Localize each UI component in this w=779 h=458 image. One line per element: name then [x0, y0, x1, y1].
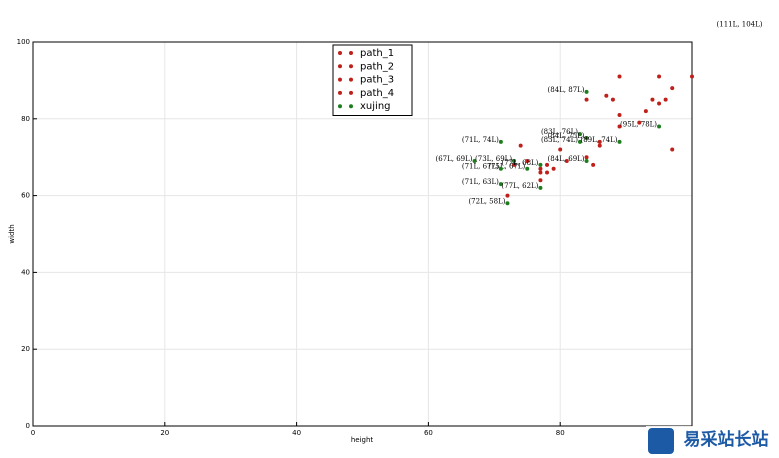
point	[643, 109, 648, 114]
watermark: 易采站长站	[684, 429, 769, 450]
y-tick-label: 100	[17, 38, 30, 46]
point	[584, 159, 589, 164]
point	[577, 139, 582, 144]
point	[663, 97, 668, 102]
point	[617, 74, 622, 79]
point	[597, 143, 602, 148]
point	[690, 74, 694, 79]
legend-label: path_1	[360, 48, 394, 59]
legend-marker	[338, 90, 342, 95]
point	[505, 193, 510, 198]
x-tick-label: 80	[556, 429, 565, 437]
data-label: (72L, 58L)	[468, 197, 505, 205]
legend-marker	[349, 104, 353, 109]
point	[472, 159, 477, 164]
point	[564, 159, 569, 164]
x-tick-label: 20	[160, 429, 169, 437]
point	[498, 139, 503, 144]
data-label: (73L, 69L)	[475, 155, 512, 163]
point	[525, 166, 530, 171]
point	[617, 112, 622, 117]
point	[538, 166, 543, 171]
point	[670, 86, 675, 91]
legend-marker	[349, 77, 353, 82]
point	[610, 97, 615, 102]
point	[518, 143, 523, 148]
point	[650, 97, 655, 102]
point	[657, 124, 662, 129]
watermark-icon	[648, 428, 674, 454]
legend-label: path_4	[360, 88, 394, 99]
point	[584, 155, 589, 160]
y-axis-label: width	[8, 224, 16, 243]
legend-marker	[349, 64, 353, 69]
data-label: (71L, 74L)	[462, 136, 499, 144]
point	[538, 178, 543, 183]
point	[617, 139, 622, 144]
point	[637, 120, 642, 125]
point	[505, 201, 510, 206]
legend-marker	[338, 104, 342, 109]
y-tick-label: 20	[21, 345, 30, 353]
point	[558, 147, 563, 152]
data-label: (84L, 87L)	[548, 86, 585, 94]
data-label: (67L, 69L)	[435, 155, 472, 163]
data-label: (77L, 62L)	[501, 182, 538, 190]
legend-marker	[338, 77, 342, 82]
legend-label: xujing	[360, 101, 391, 112]
legend-label: path_2	[360, 61, 394, 72]
point	[584, 136, 589, 140]
x-tick-label: 60	[424, 429, 433, 437]
point	[525, 159, 530, 164]
point	[670, 147, 675, 152]
legend-label: path_3	[360, 75, 394, 86]
point	[545, 162, 550, 167]
data-label: (83L, 74L)	[541, 136, 578, 144]
data-label: (84L, 75L)	[548, 132, 585, 140]
data-label: (84L, 69L)	[548, 155, 585, 163]
point	[512, 159, 517, 164]
point	[512, 162, 517, 167]
y-tick-label: 40	[21, 268, 30, 276]
point	[538, 170, 543, 175]
point	[604, 93, 609, 98]
point	[538, 162, 543, 167]
legend-marker	[338, 64, 342, 69]
data-label: (71L, 67L)	[462, 163, 499, 171]
data-label: (71L, 63L)	[462, 178, 499, 186]
legend-marker	[349, 90, 353, 95]
plot-frame	[32, 41, 693, 427]
point	[498, 182, 503, 187]
data-label: (75L, 67L)	[488, 163, 525, 171]
legend-box	[332, 44, 413, 116]
y-tick-label: 80	[21, 115, 30, 123]
point	[545, 170, 550, 175]
point	[591, 162, 596, 167]
point	[584, 89, 589, 94]
point	[498, 166, 503, 171]
point	[657, 101, 662, 106]
y-tick-label: 60	[21, 192, 30, 200]
legend-marker	[338, 51, 342, 55]
point	[577, 132, 582, 137]
y-tick-label: 0	[26, 422, 30, 430]
annotation: (111L, 104L)	[717, 21, 763, 29]
x-axis-label: height	[351, 436, 374, 444]
point	[617, 124, 622, 129]
data-label: (77L, 68L)	[501, 159, 538, 167]
legend-marker	[349, 51, 353, 55]
x-tick-label: 40	[292, 429, 301, 437]
point	[538, 185, 543, 190]
data-label: (95L, 78L)	[620, 120, 657, 128]
point	[657, 74, 662, 79]
point	[551, 166, 556, 171]
data-label: (83L, 76L)	[541, 128, 578, 136]
x-tick-label: 0	[31, 429, 35, 437]
data-label: (89L, 74L)	[580, 136, 617, 144]
point	[584, 97, 589, 102]
point	[597, 139, 602, 144]
